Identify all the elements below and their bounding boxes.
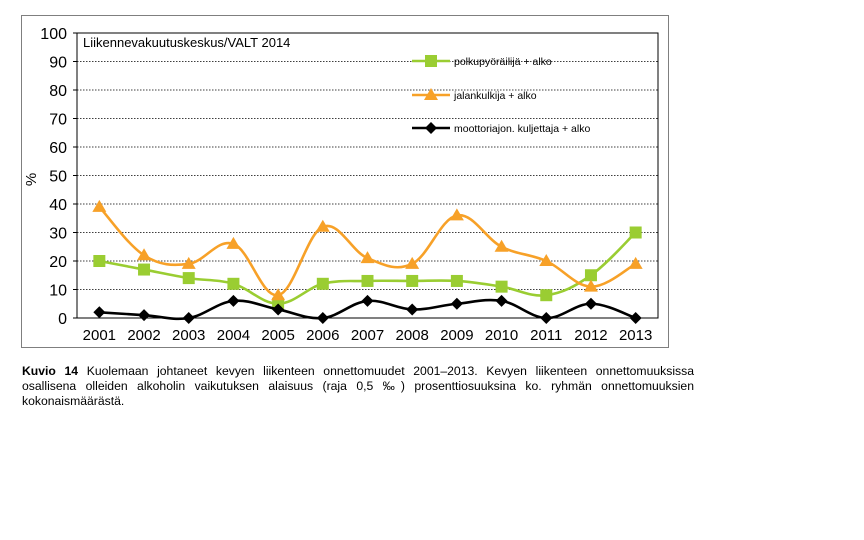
x-tick-label: 2006 (306, 327, 339, 344)
legend-label: jalankulkija + alko (453, 90, 537, 102)
data-point-series-3 (316, 312, 329, 324)
y-tick-label: 10 (49, 283, 67, 300)
data-point-series-3 (272, 303, 285, 316)
data-point-series-3 (406, 303, 419, 316)
y-tick-label: 50 (49, 169, 67, 186)
y-axis-label: % (23, 173, 40, 186)
x-tick-label: 2005 (261, 327, 294, 344)
data-point-series-1 (316, 277, 329, 290)
data-point-series-1 (361, 274, 374, 287)
y-tick-label: 80 (49, 83, 67, 100)
data-point-series-2 (583, 279, 598, 292)
data-point-series-1 (406, 274, 419, 287)
figure-caption: Kuvio 14 Kuolemaan johtaneet kevyen liik… (22, 364, 694, 409)
x-tick-label: 2004 (217, 327, 250, 344)
data-point-series-2 (494, 239, 509, 252)
y-tick-label: 40 (49, 197, 67, 214)
x-tick-label: 2008 (396, 327, 429, 344)
data-point-series-3 (629, 312, 642, 324)
data-point-series-1 (182, 272, 195, 285)
data-point-series-2 (315, 219, 330, 232)
x-tick-label: 2002 (127, 327, 160, 344)
data-point-series-3 (138, 309, 151, 322)
data-point-series-1 (450, 274, 463, 287)
data-point-series-3 (182, 312, 195, 324)
data-point-series-3 (93, 306, 106, 319)
data-point-series-2 (360, 251, 375, 264)
data-point-series-2 (628, 256, 643, 269)
legend-label: moottoriajon. kuljettaja + alko (454, 123, 590, 135)
x-tick-label: 2003 (172, 327, 205, 344)
y-tick-label: 90 (49, 55, 67, 72)
legend-marker (425, 122, 437, 134)
x-tick-label: 2009 (440, 327, 473, 344)
data-point-series-3 (495, 294, 508, 307)
x-tick-label: 2007 (351, 327, 384, 344)
y-tick-label: 70 (49, 112, 67, 129)
y-tick-label: 60 (49, 140, 67, 157)
data-point-series-1 (227, 277, 240, 290)
x-tick-label: 2010 (485, 327, 518, 344)
legend-label: polkupyöräilijä + alko (454, 56, 552, 68)
data-point-series-2 (226, 236, 241, 249)
data-point-series-2 (271, 288, 286, 301)
caption-label: Kuvio 14 (22, 364, 79, 378)
caption-text: Kuolemaan johtaneet kevyen liikenteen on… (22, 364, 694, 408)
data-point-series-1 (495, 280, 508, 293)
data-point-series-2 (181, 256, 196, 269)
y-tick-label: 20 (49, 254, 67, 271)
data-point-series-1 (138, 263, 151, 276)
legend-marker (424, 88, 438, 100)
x-tick-label: 2001 (83, 327, 116, 344)
data-point-series-3 (540, 312, 553, 324)
data-point-series-3 (450, 297, 463, 310)
series-line-1 (99, 231, 637, 306)
data-point-series-3 (361, 294, 374, 307)
data-point-series-2 (137, 248, 152, 261)
source-label: Liikennevakuutuskeskus/VALT 2014 (83, 35, 290, 50)
y-tick-label: 0 (58, 311, 67, 328)
x-tick-label: 2012 (574, 327, 607, 344)
data-point-series-1 (584, 269, 597, 282)
chart-frame: 0 10 20 30 40 50 60 70 80 90 100 2001 2002 2003 2004 20… (21, 15, 669, 348)
x-tick-label: 2011 (530, 327, 562, 344)
data-point-series-2 (405, 256, 420, 269)
data-point-series-3 (584, 297, 597, 310)
y-tick-label: 30 (49, 226, 67, 243)
legend-marker (425, 55, 437, 67)
line-chart: 0 10 20 30 40 50 60 70 80 90 100 2001 2002 2003 2004 20… (23, 26, 659, 344)
y-tick-label: 100 (40, 26, 67, 43)
data-point-series-3 (227, 294, 240, 307)
x-tick-label: 2013 (619, 327, 652, 344)
data-point-series-2 (92, 199, 107, 212)
data-point-series-2 (449, 208, 464, 221)
data-point-series-1 (540, 289, 553, 302)
data-point-series-2 (539, 254, 554, 266)
data-point-series-1 (629, 226, 642, 239)
data-point-series-1 (93, 255, 106, 267)
